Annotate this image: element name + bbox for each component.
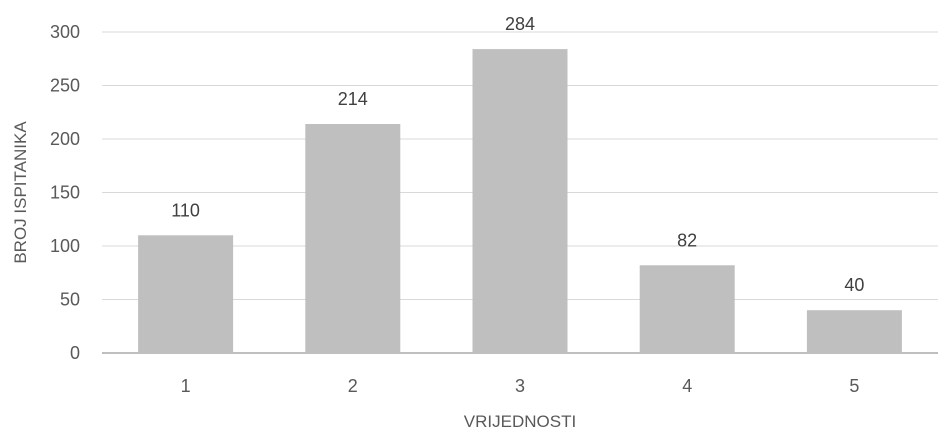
data-label: 284 [505, 14, 535, 34]
bar [639, 265, 735, 353]
data-label: 82 [677, 230, 697, 250]
x-tick-label: 3 [515, 376, 525, 396]
x-axis-title: VRIJEDNOSTI [464, 412, 576, 430]
data-label: 40 [844, 275, 864, 295]
x-tick-labels: 1 2 3 4 5 [181, 376, 860, 396]
y-tick-label: 200 [50, 129, 80, 149]
y-axis-title: BROJ ISPITANIKA [11, 121, 30, 264]
bar [305, 124, 401, 354]
x-tick-label: 5 [849, 376, 859, 396]
bar [138, 235, 234, 353]
x-tick-label: 1 [181, 376, 191, 396]
y-tick-label: 100 [50, 236, 80, 256]
y-tick-label: 150 [50, 183, 80, 203]
data-labels: 110 214 284 82 40 [171, 14, 864, 295]
y-tick-label: 0 [70, 343, 80, 363]
y-tick-label: 300 [50, 22, 80, 42]
bar [806, 310, 902, 353]
data-label: 110 [171, 200, 200, 220]
y-tick-label: 50 [60, 290, 80, 310]
x-tick-label: 2 [348, 376, 358, 396]
y-tick-labels: 0 50 100 150 200 250 300 [50, 22, 80, 363]
bars [138, 49, 902, 354]
x-tick-label: 4 [682, 376, 692, 396]
data-label: 214 [338, 89, 368, 109]
bar [472, 49, 568, 354]
y-tick-label: 250 [50, 76, 80, 96]
